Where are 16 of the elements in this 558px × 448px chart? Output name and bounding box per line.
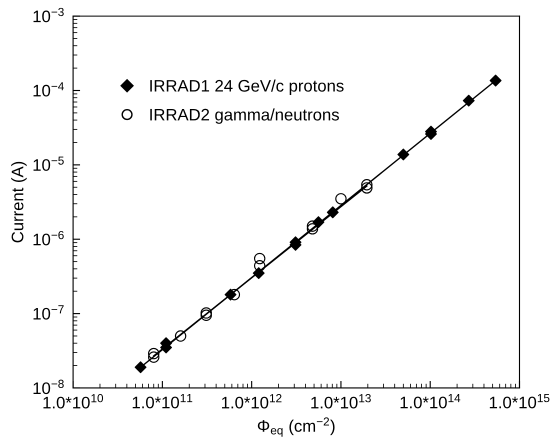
legend-label: IRRAD2 gamma/neutrons <box>150 108 339 124</box>
x-tick-label: 1.0*10$^{13}$ <box>311 394 371 409</box>
y-tick-label: 10$^{−5}$ <box>34 156 64 171</box>
legend-label: IRRAD1 24 GeV/c protons <box>150 79 344 96</box>
y-axis-title: Current (A) <box>11 162 27 242</box>
y-tick-label: 10$^{−8}$ <box>34 380 64 394</box>
y-tick-label: 10$^{−6}$ <box>34 230 64 246</box>
y-tick-label: 10$^{−7}$ <box>34 305 64 320</box>
x-tick-label: 1.0*10$^{11}$ <box>132 394 192 408</box>
y-tick-label: 10$^{−4}$ <box>34 82 64 97</box>
x-tick-label: 1.0*10$^{14}$ <box>400 394 460 408</box>
x-tick-label: 1.0*10$^{10}$ <box>43 394 104 409</box>
x-tick-label: 1.0*10$^{12}$ <box>222 394 282 409</box>
x-tick-label: 1.0*10$^{15}$ <box>490 394 550 408</box>
y-tick-label: 10$^{−3}$ <box>34 8 64 22</box>
x-axis-title: Φ$_{eq}$ (cm$^{−2}$) <box>258 417 335 437</box>
